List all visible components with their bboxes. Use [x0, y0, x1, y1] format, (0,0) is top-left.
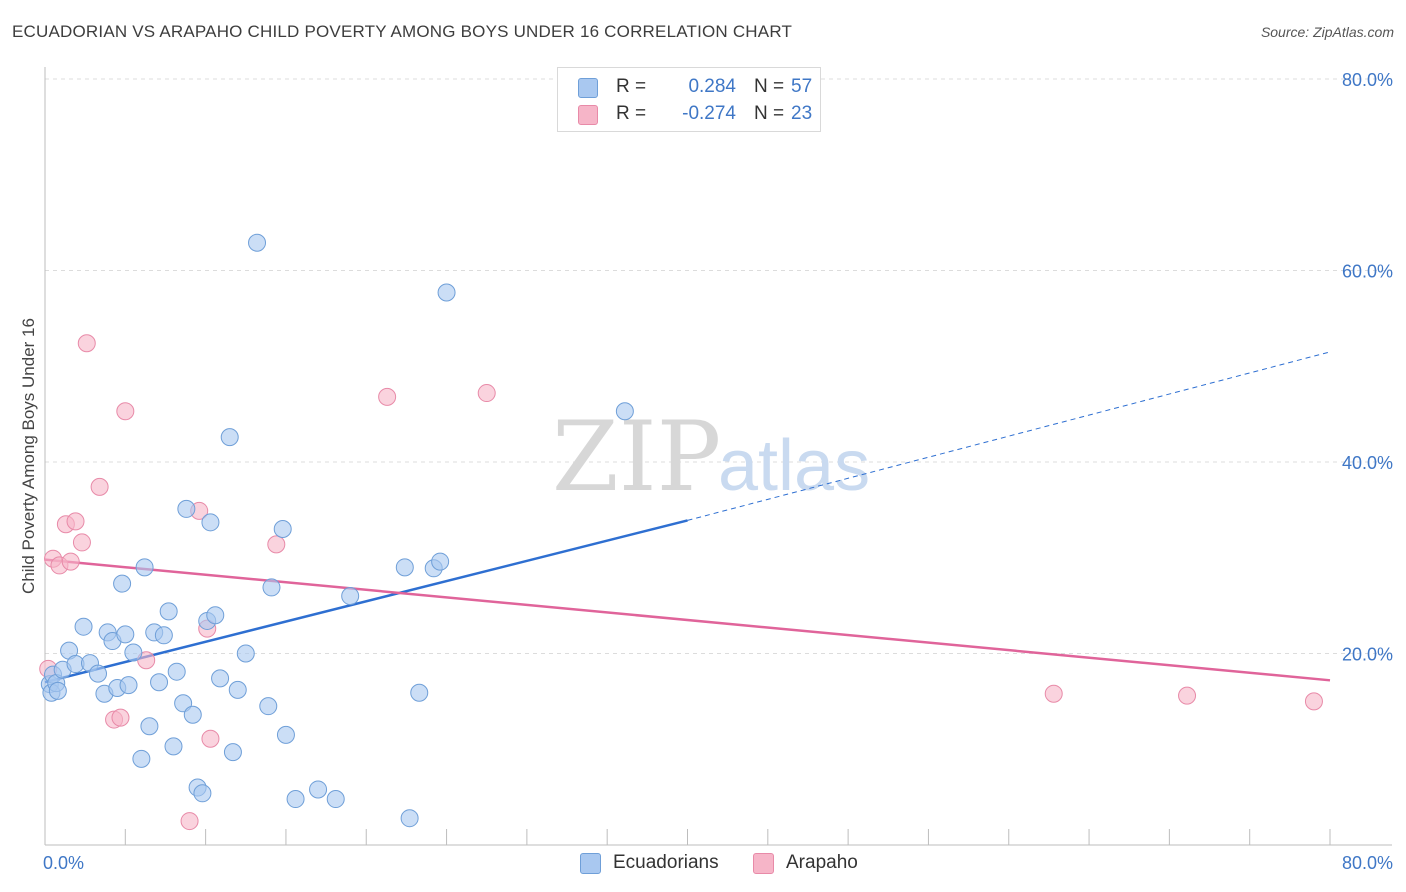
source-label: Source: ZipAtlas.com	[1260, 24, 1394, 40]
data-point-ecuadorians	[410, 683, 429, 702]
data-point-ecuadorians	[193, 784, 212, 803]
data-point-ecuadorians	[273, 520, 292, 539]
data-point-ecuadorians	[119, 676, 138, 695]
data-point-arapaho	[61, 552, 80, 571]
y-axis-label: Child Poverty Among Boys Under 16	[19, 318, 38, 594]
data-point-ecuadorians	[286, 790, 305, 809]
data-point-ecuadorians	[211, 669, 230, 688]
legend-n-label: N =	[754, 103, 785, 124]
data-point-ecuadorians	[262, 578, 281, 597]
data-point-ecuadorians	[135, 558, 154, 577]
data-point-ecuadorians	[140, 717, 159, 736]
y-tick-label: 60.0%	[1342, 262, 1393, 282]
data-point-ecuadorians	[220, 428, 239, 447]
data-point-ecuadorians	[154, 626, 173, 645]
legend-n-label: N =	[754, 76, 785, 97]
data-point-arapaho	[1178, 686, 1197, 705]
legend-swatch-arapaho	[753, 853, 774, 874]
data-point-ecuadorians	[228, 680, 247, 699]
data-point-ecuadorians	[174, 694, 193, 713]
data-point-ecuadorians	[150, 673, 169, 692]
legend-n-value: 57	[791, 76, 813, 97]
legend-label-ecuadorians: Ecuadorians	[613, 852, 719, 873]
data-point-ecuadorians	[248, 233, 267, 252]
tick-labels: 20.0% 40.0% 60.0% 80.0% 0.0% 80.0%	[43, 70, 1393, 873]
data-point-ecuadorians	[236, 644, 255, 663]
data-point-arapaho	[1304, 692, 1323, 711]
x-tick-label: 80.0%	[1342, 853, 1393, 873]
y-tick-label: 40.0%	[1342, 453, 1393, 473]
data-point-ecuadorians	[167, 662, 186, 681]
legend-swatch-ecuadorians	[578, 78, 598, 98]
axes	[44, 67, 1392, 846]
legend-swatch-arapaho	[578, 105, 598, 125]
data-point-ecuadorians	[89, 664, 108, 683]
data-point-arapaho	[201, 729, 220, 748]
data-point-ecuadorians	[164, 737, 183, 756]
grid-lines	[45, 78, 1392, 654]
watermark-zip: ZIP	[552, 401, 721, 513]
legend-r-label: R =	[616, 103, 647, 124]
data-point-ecuadorians	[132, 749, 151, 768]
data-point-ecuadorians	[400, 809, 419, 828]
data-point-ecuadorians	[341, 587, 360, 606]
legend-r-label: R =	[616, 76, 647, 97]
y-tick-label: 20.0%	[1342, 645, 1393, 665]
legend-label-arapaho: Arapaho	[786, 852, 858, 873]
legend-swatch-ecuadorians	[580, 853, 601, 874]
trend-line-ecuadorians-extension	[687, 351, 1331, 521]
data-point-ecuadorians	[74, 617, 93, 636]
data-point-arapaho	[267, 535, 286, 554]
data-point-ecuadorians	[276, 725, 295, 744]
x-tick-label: 0.0%	[43, 853, 84, 873]
data-points	[39, 233, 1323, 831]
stats-legend: R = 0.284 N = 57 R = -0.274 N = 23	[557, 67, 821, 132]
data-point-ecuadorians	[437, 283, 456, 302]
data-point-ecuadorians	[259, 697, 278, 716]
data-point-arapaho	[477, 384, 496, 403]
data-point-arapaho	[72, 533, 91, 552]
data-point-arapaho	[1044, 684, 1063, 703]
chart-title: ECUADORIAN VS ARAPAHO CHILD POVERTY AMON…	[12, 22, 793, 41]
data-point-ecuadorians	[395, 558, 414, 577]
data-point-ecuadorians	[201, 513, 220, 532]
data-point-ecuadorians	[223, 743, 242, 762]
data-point-ecuadorians	[48, 681, 67, 700]
data-point-ecuadorians	[326, 790, 345, 809]
data-point-arapaho	[77, 334, 96, 353]
data-point-ecuadorians	[159, 602, 178, 621]
data-point-ecuadorians	[309, 780, 328, 799]
data-point-arapaho	[116, 402, 135, 421]
data-point-arapaho	[111, 708, 130, 727]
data-point-ecuadorians	[206, 606, 225, 625]
data-point-arapaho	[180, 812, 199, 831]
trend-line-arapaho	[44, 558, 1331, 682]
data-point-ecuadorians	[615, 402, 634, 421]
data-point-ecuadorians	[116, 625, 135, 644]
data-point-ecuadorians	[431, 552, 450, 571]
data-point-arapaho	[90, 477, 109, 496]
data-point-ecuadorians	[124, 643, 143, 662]
legend-r-value: 0.284	[688, 76, 736, 97]
data-point-arapaho	[378, 387, 397, 406]
data-point-ecuadorians	[177, 499, 196, 518]
data-point-arapaho	[66, 512, 85, 531]
legend-n-value: 23	[791, 103, 813, 124]
y-tick-label: 80.0%	[1342, 70, 1393, 90]
data-point-ecuadorians	[183, 705, 202, 724]
data-point-ecuadorians	[113, 574, 132, 593]
legend-r-value: -0.274	[682, 103, 736, 124]
watermark-atlas: atlas	[718, 426, 870, 506]
